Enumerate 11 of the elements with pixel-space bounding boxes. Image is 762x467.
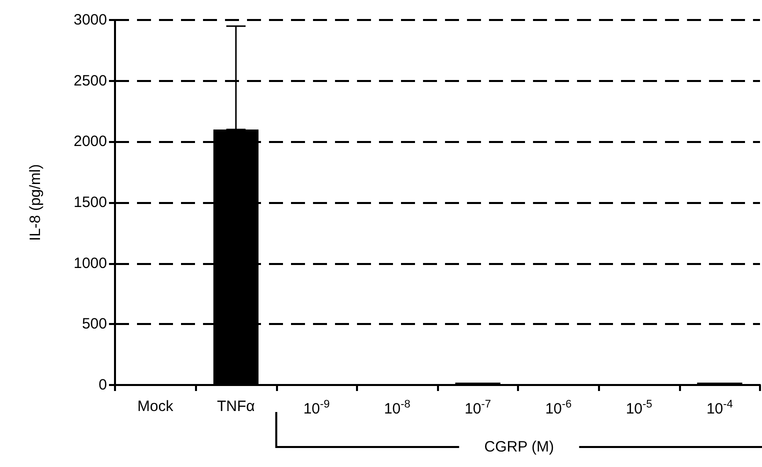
y-tick-label: 1000	[74, 254, 107, 272]
y-tick-label: 0	[98, 376, 107, 394]
y-tick-label: 1500	[74, 194, 107, 211]
y-tick-label: 500	[82, 316, 107, 333]
x-tick-label: Mock	[137, 398, 174, 415]
y-tick-label: 3000	[74, 12, 107, 28]
y-tick-label: 2500	[74, 72, 107, 90]
text: CGRP (M)	[484, 438, 554, 456]
x-tick-label: TNFα	[217, 398, 256, 415]
y-axis-title: IL-8 (pg/ml)	[27, 164, 44, 241]
y-tick-label: 2000	[74, 133, 107, 150]
